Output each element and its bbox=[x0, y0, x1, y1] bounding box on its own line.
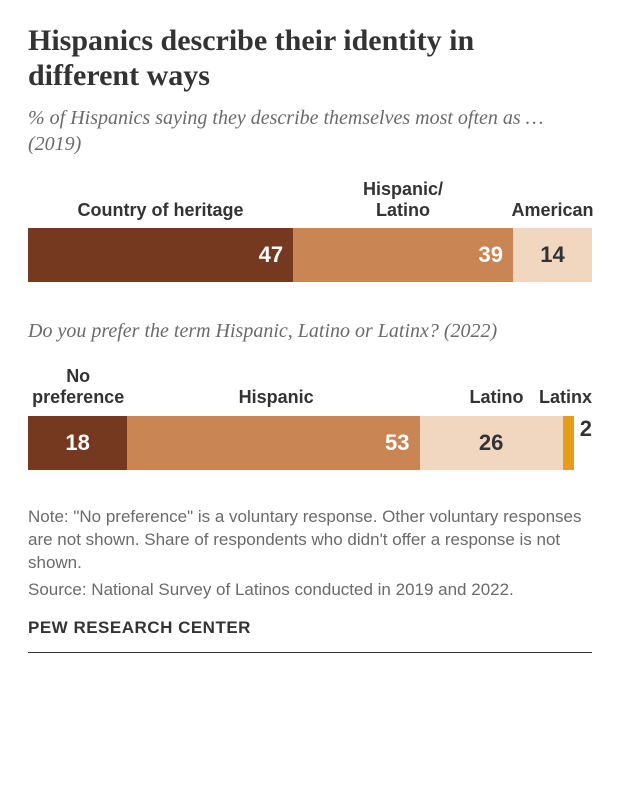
chart-1: Country of heritageHispanic/ LatinoAmeri… bbox=[28, 179, 592, 282]
chart-2-label-1: Hispanic bbox=[128, 366, 424, 407]
source-text: Source: National Survey of Latinos condu… bbox=[28, 579, 592, 602]
chart-2-segment-fill-3 bbox=[563, 416, 574, 470]
chart-2-segment-2: 26 bbox=[420, 416, 563, 470]
chart-subtitle-1: % of Hispanics saying they describe them… bbox=[28, 105, 592, 157]
chart-title: Hispanics describe their identity in dif… bbox=[28, 24, 592, 93]
chart-2: No preferenceHispanicLatinoLatinx 185326… bbox=[28, 366, 592, 469]
chart-1-segment-2: 14 bbox=[513, 228, 592, 282]
chart-2-bar: 185326 2 bbox=[28, 416, 592, 470]
chart-2-segment-1: 53 bbox=[127, 416, 419, 470]
chart-2-segment-0: 18 bbox=[28, 416, 127, 470]
chart-subtitle-2: Do you prefer the term Hispanic, Latino … bbox=[28, 318, 592, 344]
chart-1-label-0: Country of heritage bbox=[28, 179, 293, 220]
chart-1-labels: Country of heritageHispanic/ LatinoAmeri… bbox=[28, 179, 592, 220]
chart-1-segment-0: 47 bbox=[28, 228, 293, 282]
footer-rule bbox=[28, 652, 592, 653]
logo-text: PEW RESEARCH CENTER bbox=[28, 618, 592, 638]
chart-2-segment-wrap-3 bbox=[563, 416, 574, 470]
chart-2-label-0: No preference bbox=[28, 366, 128, 407]
note-text: Note: "No preference" is a voluntary res… bbox=[28, 506, 592, 575]
chart-1-label-1: Hispanic/ Latino bbox=[293, 179, 513, 220]
chart-2-value-3: 2 bbox=[580, 416, 592, 470]
chart-1-segment-1: 39 bbox=[293, 228, 513, 282]
chart-2-label-3: Latinx bbox=[539, 366, 592, 407]
chart-1-label-2: American bbox=[513, 179, 592, 220]
chart-2-labels: No preferenceHispanicLatinoLatinx bbox=[28, 366, 592, 407]
chart-1-bar: 473914 bbox=[28, 228, 592, 282]
